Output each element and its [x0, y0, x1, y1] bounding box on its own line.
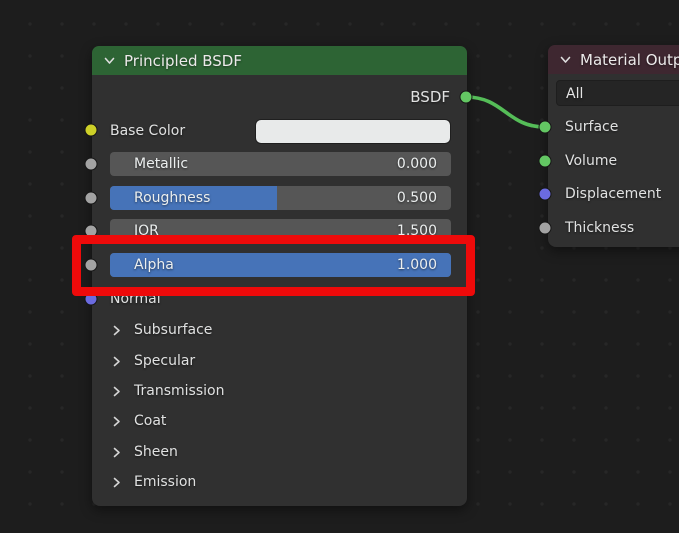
- chevron-right-icon: [113, 325, 120, 335]
- surface-input-socket[interactable]: [538, 120, 552, 134]
- roughness-slider[interactable]: Roughness 0.500: [110, 186, 451, 210]
- alpha-highlight-box: [72, 235, 475, 296]
- slider-label: Metallic: [134, 156, 189, 172]
- panel-label: Specular: [134, 353, 196, 369]
- base-color-label: Base Color: [110, 123, 186, 139]
- slider-label: Roughness: [134, 190, 211, 206]
- panel-label: Emission: [134, 474, 197, 490]
- surface-input-label: Surface: [565, 119, 619, 135]
- panel-emission[interactable]: Emission: [110, 470, 196, 494]
- chevron-down-icon[interactable]: [559, 53, 572, 66]
- volume-input-label: Volume: [565, 153, 618, 169]
- displacement-input-socket[interactable]: [538, 187, 552, 201]
- slider-fill: [110, 253, 451, 277]
- panel-subsurface[interactable]: Subsurface: [110, 318, 212, 342]
- output-target-dropdown[interactable]: All: [556, 80, 679, 106]
- displacement-input-label: Displacement: [565, 186, 662, 202]
- roughness-input-socket[interactable]: [84, 191, 98, 205]
- chevron-right-icon: [113, 416, 120, 426]
- chevron-right-icon: [113, 447, 120, 457]
- material-output-header[interactable]: Material Output: [548, 45, 679, 74]
- metallic-input-socket[interactable]: [84, 157, 98, 171]
- material-output-node[interactable]: Material Output All Surface Volume Displ…: [548, 45, 679, 247]
- panel-label: Subsurface: [134, 322, 213, 338]
- slider-value: 1.000: [396, 257, 437, 273]
- bsdf-output-socket[interactable]: [459, 90, 473, 104]
- principled-bsdf-header[interactable]: Principled BSDF: [92, 46, 467, 75]
- chevron-right-icon: [113, 386, 120, 396]
- chevron-right-icon: [113, 477, 120, 487]
- node-title: Material Output: [580, 50, 679, 69]
- chevron-right-icon: [113, 356, 120, 366]
- alpha-slider[interactable]: Alpha 1.000: [110, 253, 451, 277]
- metallic-slider[interactable]: Metallic 0.000: [110, 152, 451, 176]
- panel-sheen[interactable]: Sheen: [110, 440, 178, 464]
- node-title: Principled BSDF: [124, 51, 242, 70]
- panel-label: Sheen: [134, 444, 178, 460]
- volume-input-socket[interactable]: [538, 154, 552, 168]
- thickness-input-socket[interactable]: [538, 221, 552, 235]
- slider-value: 0.500: [396, 190, 437, 206]
- alpha-input-socket[interactable]: [84, 258, 98, 272]
- slider-value: 0.000: [396, 156, 437, 172]
- panel-coat[interactable]: Coat: [110, 409, 166, 433]
- panel-label: Coat: [134, 413, 167, 429]
- thickness-input-label: Thickness: [565, 220, 635, 236]
- slider-fill: [110, 186, 278, 210]
- chevron-down-icon[interactable]: [103, 54, 116, 67]
- bsdf-surface-link: [464, 95, 547, 129]
- panel-specular[interactable]: Specular: [110, 349, 195, 373]
- panel-label: Transmission: [134, 383, 225, 399]
- base-color-input-socket[interactable]: [84, 123, 98, 137]
- panel-transmission[interactable]: Transmission: [110, 379, 224, 403]
- base-color-swatch[interactable]: [255, 119, 451, 144]
- slider-label: Alpha: [134, 257, 174, 273]
- bsdf-output-label: BSDF: [410, 88, 450, 106]
- principled-bsdf-node[interactable]: Principled BSDF BSDF Base Color Metallic…: [92, 46, 467, 506]
